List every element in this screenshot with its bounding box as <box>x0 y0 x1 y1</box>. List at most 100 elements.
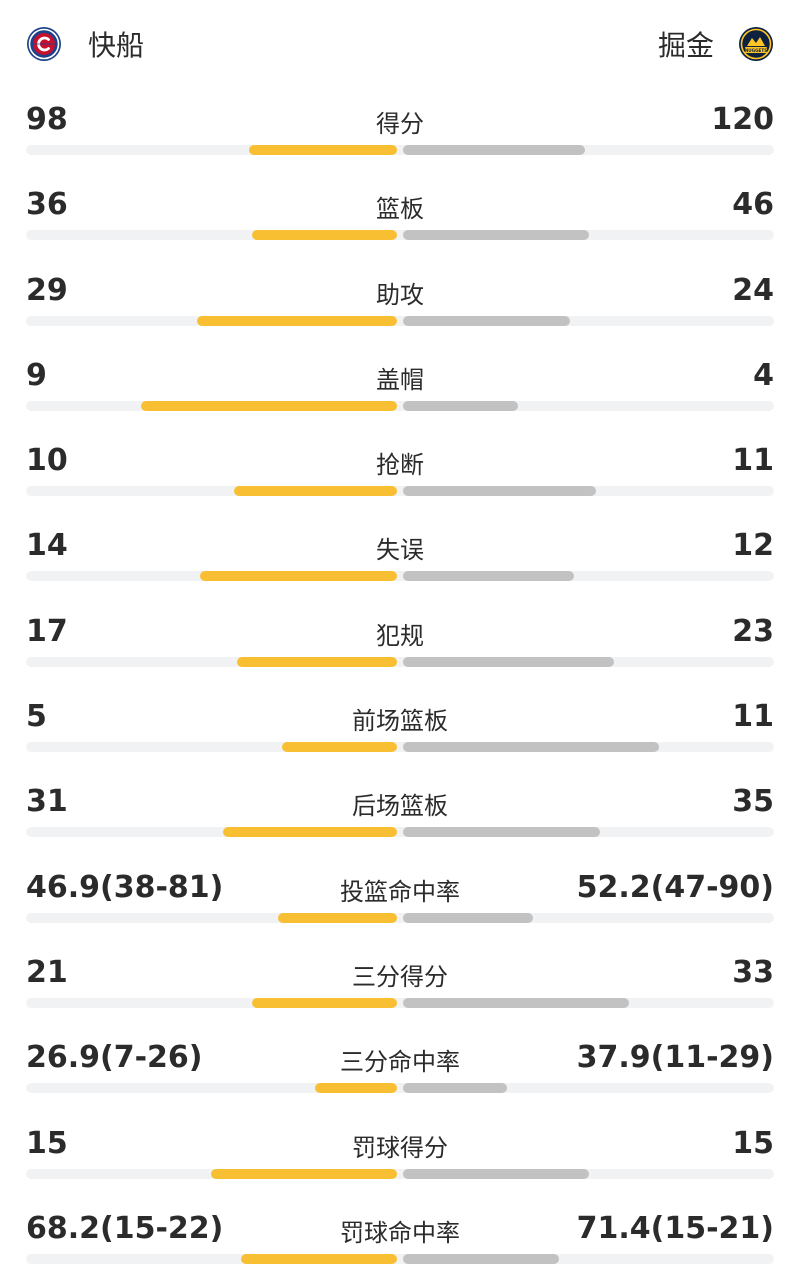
home-stat-bar <box>211 1168 397 1179</box>
stat-row: 9 盖帽 4 <box>0 348 800 433</box>
home-stat-bar <box>197 315 397 326</box>
nuggets-logo-icon: NUGGETS <box>739 27 773 61</box>
stat-bar-track <box>26 145 774 155</box>
stat-label: 失误 <box>376 536 424 565</box>
stat-label: 前场篮板 <box>352 707 448 736</box>
home-stat-value: 98 <box>26 102 68 137</box>
stat-row: 17 犯规 23 <box>0 604 800 689</box>
away-stat-value: 46 <box>732 187 774 223</box>
stat-bar-track <box>26 315 774 326</box>
home-stat-bar <box>237 656 397 667</box>
stat-bar-track <box>26 1253 774 1264</box>
away-stat-bar <box>403 400 518 411</box>
nuggets-logo-text: NUGGETS <box>745 48 768 53</box>
home-stat-bar <box>223 827 397 838</box>
stat-bar-track <box>26 400 774 411</box>
away-stat-bar <box>403 230 589 241</box>
home-stat-bar <box>282 742 397 753</box>
stat-label: 投篮命中率 <box>340 877 460 906</box>
home-stat-bar <box>234 486 397 497</box>
away-stat-bar <box>403 827 600 838</box>
home-stat-value: 21 <box>26 954 68 990</box>
stat-row: 5 前场篮板 11 <box>0 689 800 774</box>
away-stat-value: 33 <box>732 954 774 990</box>
stat-label: 罚球命中率 <box>340 1218 460 1247</box>
home-stat-bar <box>252 997 397 1008</box>
away-stat-bar <box>403 997 629 1008</box>
away-stat-bar <box>403 1168 589 1179</box>
home-stat-value: 31 <box>26 784 68 820</box>
stat-label: 抢断 <box>376 451 424 480</box>
stat-bar-track <box>26 1083 774 1094</box>
home-stat-bar <box>315 1083 397 1094</box>
away-stat-value: 4 <box>753 357 774 393</box>
away-stat-value: 37.9(11-29) <box>576 1040 774 1076</box>
away-stat-value: 35 <box>732 784 774 820</box>
home-stat-value: 26.9(7-26) <box>26 1040 203 1076</box>
home-team-name: 快船 <box>88 29 145 62</box>
stat-row: 21 三分得分 33 <box>0 945 800 1030</box>
away-stat-value: 12 <box>732 528 774 564</box>
stat-row: 10 抢断 11 <box>0 433 800 518</box>
stat-row: 15 罚球得分 15 <box>0 1116 800 1201</box>
away-stat-bar <box>403 912 533 923</box>
stat-row: 68.2(15-22) 罚球命中率 71.4(15-21) <box>0 1201 800 1280</box>
home-stat-value: 10 <box>26 443 68 479</box>
home-stat-value: 14 <box>26 528 68 564</box>
stat-label: 罚球得分 <box>352 1133 448 1162</box>
away-stat-value: 11 <box>732 699 774 735</box>
away-stat-value: 23 <box>732 613 774 649</box>
home-team[interactable]: 快船 <box>26 24 144 64</box>
stat-bar-track <box>26 571 774 582</box>
away-team-name: 掘金 <box>657 29 714 62</box>
stat-label: 盖帽 <box>376 365 424 394</box>
away-stat-bar <box>403 486 596 497</box>
stat-bar-track <box>26 997 774 1008</box>
away-stat-value: 15 <box>732 1125 774 1161</box>
away-stat-value: 11 <box>732 443 774 479</box>
stat-bar-track <box>26 827 774 838</box>
stat-row: 98 得分 120 <box>0 92 800 177</box>
home-stat-bar <box>141 400 397 411</box>
stat-row: 36 篮板 46 <box>0 177 800 262</box>
stat-label: 后场篮板 <box>352 792 448 821</box>
home-stat-bar <box>241 1253 397 1264</box>
home-stat-bar <box>200 571 397 582</box>
stat-bar-track <box>26 912 774 923</box>
stat-row: 14 失误 12 <box>0 518 800 603</box>
stat-row: 31 后场篮板 35 <box>0 774 800 859</box>
home-stat-value: 17 <box>26 613 68 649</box>
home-stat-value: 29 <box>26 272 68 308</box>
home-stat-bar <box>249 145 397 155</box>
away-stat-bar <box>403 742 659 753</box>
home-stat-bar <box>278 912 397 923</box>
stat-bar-track <box>26 656 774 667</box>
stat-label: 三分得分 <box>352 962 448 991</box>
away-stat-value: 24 <box>732 272 774 308</box>
stat-bar-track <box>26 1168 774 1179</box>
away-stat-bar <box>403 571 574 582</box>
home-stat-value: 36 <box>26 187 68 223</box>
away-stat-bar <box>403 145 585 155</box>
stat-bar-track <box>26 230 774 241</box>
stat-label: 得分 <box>376 110 424 138</box>
home-stat-value: 68.2(15-22) <box>26 1210 224 1246</box>
home-stat-value: 5 <box>26 699 47 735</box>
away-stat-bar <box>403 315 570 326</box>
stat-label: 三分命中率 <box>340 1048 460 1077</box>
home-stat-value: 9 <box>26 357 47 393</box>
team-header: 快船 掘金 NUGGETS <box>0 0 800 86</box>
stat-row: 46.9(38-81) 投篮命中率 52.2(47-90) <box>0 860 800 945</box>
stat-bar-track <box>26 742 774 753</box>
away-team[interactable]: 掘金 NUGGETS <box>658 24 774 64</box>
away-stat-value: 52.2(47-90) <box>576 869 774 905</box>
stat-label: 犯规 <box>376 621 424 650</box>
away-stat-bar <box>403 1253 559 1264</box>
home-stat-value: 15 <box>26 1125 68 1161</box>
stat-label: 助攻 <box>376 280 424 309</box>
stat-row: 29 助攻 24 <box>0 263 800 348</box>
stat-row: 26.9(7-26) 三分命中率 37.9(11-29) <box>0 1030 800 1115</box>
stat-bar-track <box>26 486 774 497</box>
stats-list: 98 得分 120 36 篮板 46 29 助攻 24 9 盖帽 4 10 抢断 11 14 失误 12 17 犯规 2… <box>0 92 800 1280</box>
home-stat-value: 46.9(38-81) <box>26 869 224 905</box>
